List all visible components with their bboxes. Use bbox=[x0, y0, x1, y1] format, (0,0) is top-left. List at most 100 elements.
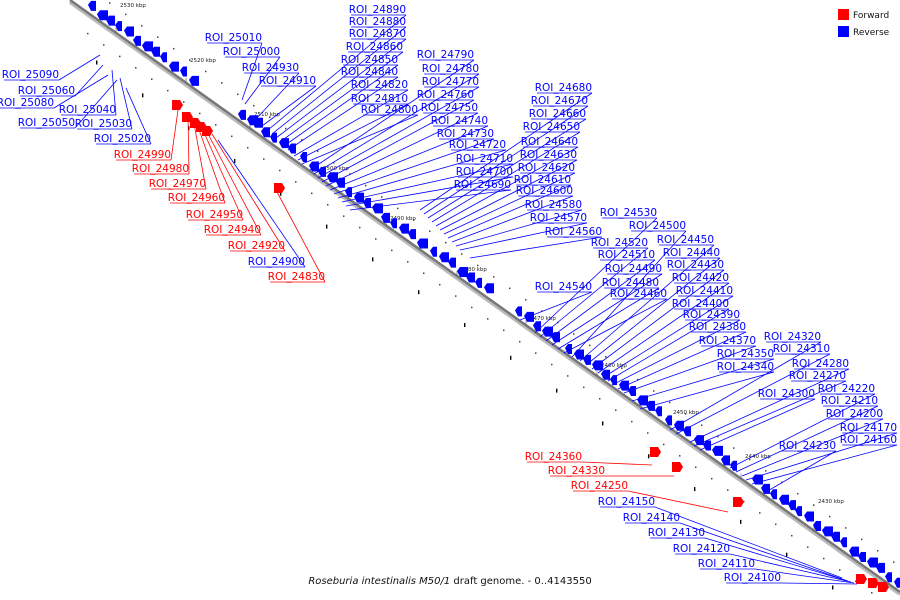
minor-mark bbox=[743, 500, 745, 503]
minor-mark bbox=[285, 127, 287, 130]
gene-label: ROI_24580 bbox=[525, 199, 582, 211]
frame-mark bbox=[694, 487, 696, 492]
reverse-gene bbox=[813, 520, 821, 531]
forward-gene bbox=[868, 578, 879, 588]
gene-leader-line bbox=[654, 506, 843, 579]
gene-label: ROI_25090 bbox=[2, 69, 59, 81]
minor-mark bbox=[839, 569, 841, 571]
reverse-gene bbox=[439, 252, 449, 263]
forward-gene bbox=[274, 183, 285, 193]
minor-mark bbox=[461, 253, 463, 255]
gene-label: ROI_24790 bbox=[417, 49, 474, 61]
minor-mark bbox=[855, 580, 857, 583]
gene-leader-line bbox=[111, 69, 117, 116]
gene-label: ROI_24130 bbox=[648, 527, 705, 539]
gene-label: ROI_24270 bbox=[789, 370, 846, 382]
gene-label: ROI_24670 bbox=[531, 95, 588, 107]
frame-mark bbox=[142, 93, 144, 98]
reverse-gene bbox=[804, 511, 814, 522]
reverse-gene bbox=[752, 474, 763, 485]
gene-leader-line bbox=[754, 568, 855, 584]
gene-leader-line bbox=[534, 217, 658, 334]
gene-leader-line bbox=[349, 189, 512, 211]
minor-mark bbox=[125, 13, 127, 16]
reverse-gene bbox=[858, 552, 866, 563]
reverse-gene bbox=[867, 557, 878, 568]
gene-leader-line bbox=[187, 113, 190, 175]
reverse-gene bbox=[381, 212, 390, 223]
reverse-gene bbox=[261, 127, 270, 138]
reverse-gene bbox=[189, 75, 199, 86]
reverse-gene bbox=[876, 562, 885, 573]
reverse-gene bbox=[151, 46, 160, 57]
reverse-gene bbox=[115, 21, 122, 32]
gene-label: ROI_24890 bbox=[349, 4, 406, 16]
gene-leader-line bbox=[297, 103, 409, 161]
reverse-gene bbox=[238, 109, 246, 120]
gene-label: ROI_24990 bbox=[114, 149, 171, 161]
reverse-gene bbox=[124, 26, 134, 37]
frame-mark bbox=[740, 519, 742, 524]
reverse-gene bbox=[840, 537, 847, 548]
reverse-gene bbox=[399, 223, 409, 234]
reverse-gene bbox=[583, 354, 591, 365]
frame-mark bbox=[96, 60, 98, 65]
frame-mark bbox=[556, 388, 558, 393]
minor-mark bbox=[583, 386, 585, 389]
reverse-gene bbox=[849, 546, 859, 557]
gene-leader-line bbox=[279, 51, 404, 143]
reverse-gene bbox=[551, 332, 560, 343]
scale-tick-label: 2430 kbp bbox=[818, 499, 844, 505]
gene-leader-line bbox=[591, 269, 725, 370]
minor-mark bbox=[109, 2, 111, 4]
reverse-gene bbox=[831, 531, 840, 542]
gene-leader-line bbox=[459, 222, 588, 251]
gene-label: ROI_24320 bbox=[764, 331, 821, 343]
minor-mark bbox=[765, 470, 767, 472]
minor-mark bbox=[167, 89, 169, 92]
reverse-gene bbox=[683, 426, 691, 437]
gene-label: ROI_24710 bbox=[456, 153, 513, 165]
reverse-gene bbox=[363, 197, 371, 208]
gene-label: ROI_24880 bbox=[349, 16, 406, 28]
reverse-gene bbox=[288, 143, 296, 154]
gene-leader-line bbox=[201, 127, 244, 221]
reverse-gene bbox=[97, 10, 108, 21]
minor-mark bbox=[519, 340, 521, 343]
reverse-gene bbox=[372, 203, 383, 214]
minor-mark bbox=[631, 420, 633, 423]
gene-label: ROI_24220 bbox=[818, 383, 875, 395]
minor-mark bbox=[711, 477, 713, 480]
gene-label: ROI_24540 bbox=[535, 281, 592, 293]
gene-label: ROI_24120 bbox=[673, 543, 730, 555]
gene-leader-line bbox=[309, 59, 475, 171]
gene-label: ROI_24250 bbox=[571, 480, 628, 492]
gene-leader-line bbox=[119, 77, 133, 130]
minor-mark bbox=[429, 230, 431, 232]
minor-mark bbox=[487, 318, 489, 320]
minor-mark bbox=[791, 534, 793, 537]
frame-mark bbox=[648, 454, 650, 459]
gene-leader-line bbox=[283, 64, 399, 147]
minor-mark bbox=[647, 432, 649, 434]
reverse-gene bbox=[515, 306, 522, 317]
reverse-gene bbox=[619, 380, 629, 391]
minor-mark bbox=[509, 287, 511, 290]
gene-label: ROI_24100 bbox=[724, 572, 781, 584]
gene-label: ROI_24370 bbox=[699, 335, 756, 347]
gene-leader-line bbox=[631, 358, 775, 402]
gene-leader-line bbox=[551, 273, 663, 346]
gene-label: ROI_24970 bbox=[149, 178, 206, 190]
caption-details: draft genome. - 0..4143550 bbox=[450, 576, 592, 587]
minor-mark bbox=[749, 458, 751, 461]
minor-mark bbox=[87, 32, 89, 35]
gene-label: ROI_24620 bbox=[518, 162, 575, 174]
frame-mark bbox=[372, 257, 374, 262]
gene-leader-line bbox=[669, 341, 822, 431]
gene-leader-line bbox=[74, 64, 104, 97]
minor-mark bbox=[605, 356, 607, 358]
minor-mark bbox=[439, 283, 441, 286]
gene-label: ROI_24920 bbox=[228, 240, 285, 252]
gene-label: ROI_24420 bbox=[672, 272, 729, 284]
gene-label: ROI_24170 bbox=[840, 422, 897, 434]
